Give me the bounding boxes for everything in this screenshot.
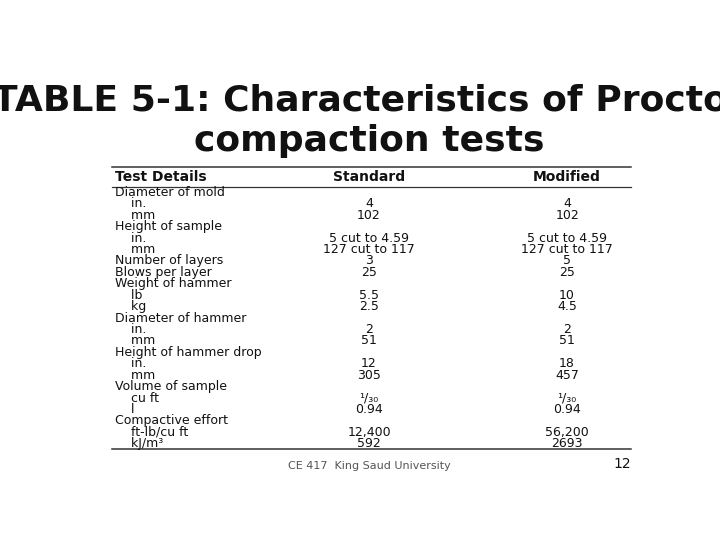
Text: Diameter of hammer: Diameter of hammer <box>115 312 246 325</box>
Text: 12: 12 <box>613 457 631 471</box>
Text: 56,200: 56,200 <box>545 426 589 439</box>
Text: mm: mm <box>115 243 156 256</box>
Text: kJ/m³: kJ/m³ <box>115 437 163 450</box>
Text: 5.5: 5.5 <box>359 289 379 302</box>
Text: 2.5: 2.5 <box>359 300 379 313</box>
Text: CE 417  King Saud University: CE 417 King Saud University <box>287 462 451 471</box>
Text: mm: mm <box>115 208 156 222</box>
Text: Volume of sample: Volume of sample <box>115 380 227 393</box>
Text: 4.5: 4.5 <box>557 300 577 313</box>
Text: 25: 25 <box>361 266 377 279</box>
Text: in.: in. <box>115 357 146 370</box>
Text: mm: mm <box>115 334 156 347</box>
Text: 51: 51 <box>559 334 575 347</box>
Text: l: l <box>115 403 135 416</box>
Text: 2693: 2693 <box>552 437 582 450</box>
Text: 10: 10 <box>559 289 575 302</box>
Text: 305: 305 <box>357 369 381 382</box>
Text: 127 cut to 117: 127 cut to 117 <box>521 243 613 256</box>
Text: 12,400: 12,400 <box>347 426 391 439</box>
Text: 5 cut to 4.59: 5 cut to 4.59 <box>329 232 409 245</box>
Text: in.: in. <box>115 232 146 245</box>
Text: ¹/₃₀: ¹/₃₀ <box>557 392 577 404</box>
Text: Height of hammer drop: Height of hammer drop <box>115 346 262 359</box>
Text: Height of sample: Height of sample <box>115 220 222 233</box>
Text: Weight of hammer: Weight of hammer <box>115 277 232 290</box>
Text: Modified: Modified <box>533 170 601 184</box>
Text: 5 cut to 4.59: 5 cut to 4.59 <box>527 232 607 245</box>
Text: Diameter of mold: Diameter of mold <box>115 186 225 199</box>
Text: 0.94: 0.94 <box>355 403 383 416</box>
Text: TABLE 5-1: Characteristics of Proctor
compaction tests: TABLE 5-1: Characteristics of Proctor co… <box>0 84 720 158</box>
Text: lb: lb <box>115 289 143 302</box>
Text: 592: 592 <box>357 437 381 450</box>
Text: 3: 3 <box>365 254 373 267</box>
Text: 127 cut to 117: 127 cut to 117 <box>323 243 415 256</box>
Text: 12: 12 <box>361 357 377 370</box>
Text: 2: 2 <box>563 323 571 336</box>
Text: cu ft: cu ft <box>115 392 159 404</box>
Text: 2: 2 <box>365 323 373 336</box>
Text: in.: in. <box>115 323 146 336</box>
Text: 18: 18 <box>559 357 575 370</box>
Text: 102: 102 <box>357 208 381 222</box>
Text: 5: 5 <box>563 254 571 267</box>
Text: Standard: Standard <box>333 170 405 184</box>
Text: in.: in. <box>115 197 146 210</box>
Text: kg: kg <box>115 300 146 313</box>
Text: Compactive effort: Compactive effort <box>115 414 228 427</box>
Text: 457: 457 <box>555 369 579 382</box>
Text: Blows per layer: Blows per layer <box>115 266 212 279</box>
Text: 4: 4 <box>365 197 373 210</box>
Text: ft-lb/cu ft: ft-lb/cu ft <box>115 426 189 439</box>
Text: Test Details: Test Details <box>115 170 207 184</box>
Text: 0.94: 0.94 <box>553 403 581 416</box>
Text: ¹/₃₀: ¹/₃₀ <box>359 392 379 404</box>
Text: 51: 51 <box>361 334 377 347</box>
Text: mm: mm <box>115 369 156 382</box>
Text: 102: 102 <box>555 208 579 222</box>
Text: Number of layers: Number of layers <box>115 254 223 267</box>
Text: 4: 4 <box>563 197 571 210</box>
Text: 25: 25 <box>559 266 575 279</box>
